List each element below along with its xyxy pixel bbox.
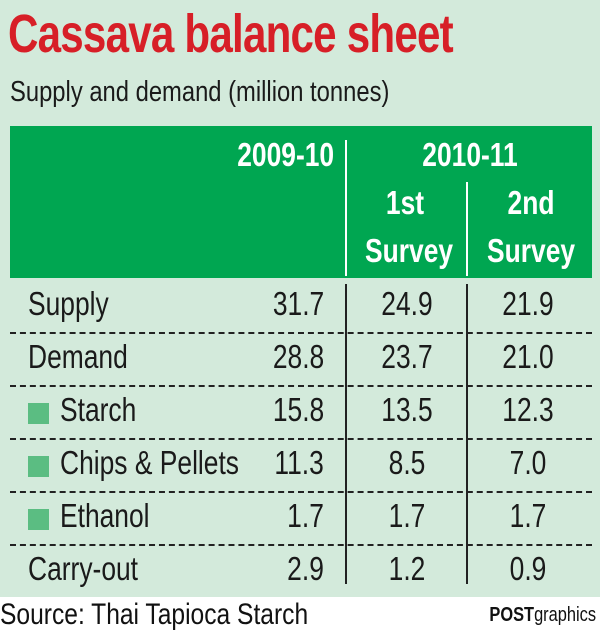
header-2009-10: 2009-10 [237,136,334,173]
credit-bold: POST [489,604,535,626]
table-row-starch: Starch 15.8 13.5 12.3 [0,386,600,438]
table-row-ethanol: Ethanol 1.7 1.7 1.7 [0,492,600,544]
column-divider-2 [466,284,468,584]
table-row-carry-out: Carry-out 2.9 1.2 0.9 [0,545,600,597]
row-label: Starch [60,391,137,428]
row-divider [10,332,592,334]
header-divider [345,140,347,276]
value-2nd-survey: 1.7 [509,497,547,534]
value-1st-survey: 24.9 [381,285,433,322]
bullet-square-icon [28,509,49,530]
row-label: Chips & Pellets [60,444,240,481]
value-2009-10: 11.3 [274,444,324,481]
column-divider-1 [345,284,347,584]
row-label: Demand [28,338,128,375]
value-2009-10: 28.8 [272,338,324,375]
infographic-panel: Cassava balance sheet Supply and demand … [0,0,600,597]
row-label: Ethanol [60,497,150,534]
row-label: Carry-out [28,550,139,587]
post-graphics-credit: POSTgraphics [489,604,596,627]
header-divider-2 [466,182,468,276]
bullet-square-icon [28,403,49,424]
bullet-square-icon [28,456,49,477]
credit-rest: graphics [534,604,596,626]
value-2nd-survey: 21.0 [502,338,554,375]
header-survey-2: Survey [487,232,576,269]
value-2nd-survey: 0.9 [509,550,547,587]
value-1st-survey: 1.7 [388,497,426,534]
header-2nd: 2nd [507,184,555,221]
value-2nd-survey: 7.0 [509,444,547,481]
value-1st-survey: 23.7 [381,338,433,375]
header-survey-1: Survey [365,232,454,269]
table-row-demand: Demand 28.8 23.7 21.0 [0,333,600,385]
value-1st-survey: 13.5 [381,391,433,428]
row-divider [10,385,592,387]
row-divider [10,491,592,493]
table-row-chips-pellets: Chips & Pellets 11.3 8.5 7.0 [0,439,600,491]
table-row-supply: Supply 31.7 24.9 21.9 [0,280,600,332]
source-note: Source: Thai Tapioca Starch [0,598,309,631]
value-2nd-survey: 12.3 [502,391,554,428]
value-2009-10: 2.9 [287,550,324,587]
value-2009-10: 15.8 [272,391,324,428]
value-1st-survey: 1.2 [388,550,426,587]
value-2nd-survey: 21.9 [502,285,554,322]
row-divider [10,438,592,440]
table-header: 2009-10 2010-11 1st Survey 2nd Survey [10,126,592,278]
row-label: Supply [28,285,109,322]
header-1st: 1st [385,184,425,221]
chart-subtitle: Supply and demand (million tonnes) [10,76,390,108]
value-2009-10: 31.7 [272,285,324,322]
value-1st-survey: 8.5 [388,444,426,481]
chart-title: Cassava balance sheet [8,4,454,64]
value-2009-10: 1.7 [287,497,324,534]
row-divider [10,544,592,546]
header-2010-11: 2010-11 [422,136,518,173]
